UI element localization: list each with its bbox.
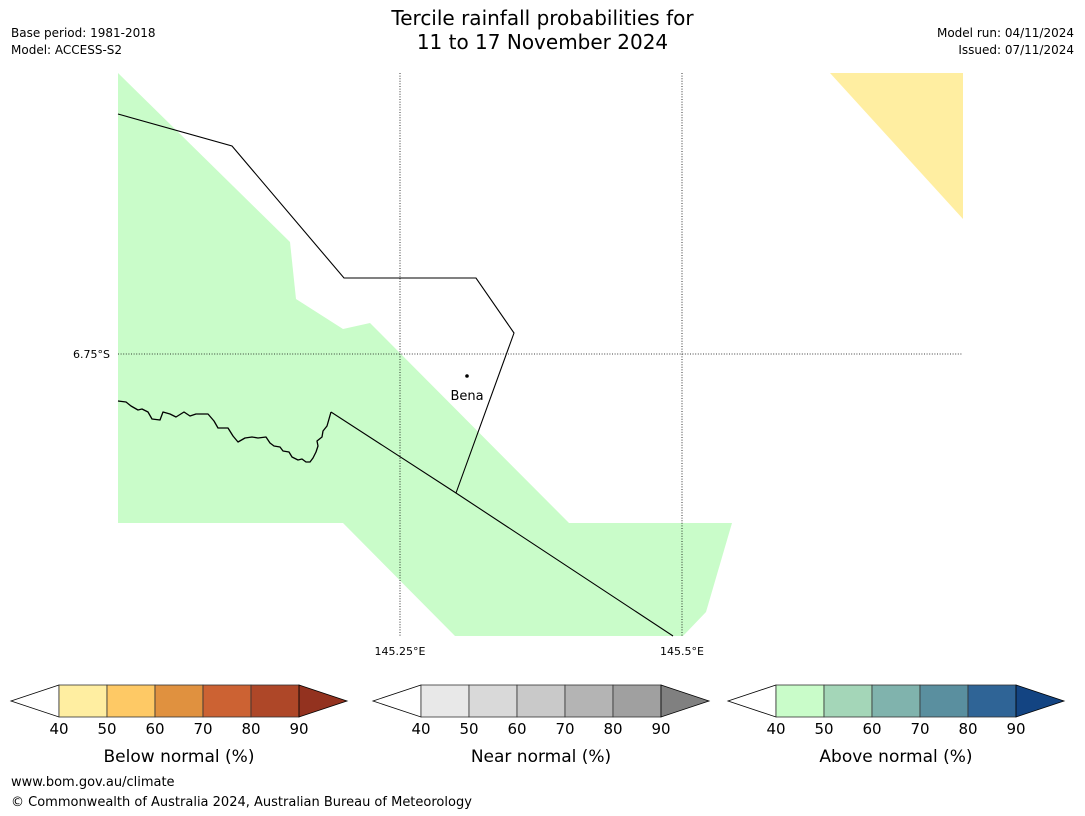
latitude-label: 6.75°S	[73, 348, 110, 361]
footer-copyright: © Commonwealth of Australia 2024, Austra…	[11, 795, 472, 810]
below-segment-4	[250, 684, 300, 718]
below-tick-label: 70	[193, 720, 212, 738]
above-segment-4	[967, 684, 1017, 718]
model-run-text: Model run: 04/11/2024	[936, 26, 1074, 40]
near-tick-label: 60	[507, 720, 526, 738]
near-tick-label: 90	[651, 720, 670, 738]
above-tick-label: 70	[910, 720, 929, 738]
near-tick-label: 70	[555, 720, 574, 738]
below-segment-2	[154, 684, 204, 718]
near-tick-label: 40	[411, 720, 430, 738]
above-tick-label: 50	[814, 720, 833, 738]
issued-text: Issued: 07/11/2024	[958, 43, 1074, 57]
meta-left: Base period: 1981-2018 Model: ACCESS-S2	[11, 25, 156, 59]
meta-right: Model run: 04/11/2024 Issued: 07/11/2024	[937, 25, 1074, 59]
near-segment-0	[420, 684, 470, 718]
longitude-label-145-25: 145.25°E	[375, 645, 426, 658]
near-low-arrow	[371, 684, 422, 718]
above-tick-label: 60	[862, 720, 881, 738]
model-text: Model: ACCESS-S2	[11, 43, 123, 57]
below-normal-region	[830, 73, 963, 219]
below-colorbar-label: Below normal (%)	[104, 747, 255, 767]
above-segment-3	[919, 684, 969, 718]
title-line-1: Tercile rainfall probabilities for	[391, 6, 694, 30]
footer-url: www.bom.gov.au/climate	[11, 775, 175, 790]
bena-label: Bena	[450, 389, 483, 404]
above-tick-label: 40	[766, 720, 785, 738]
near-high-arrow	[660, 684, 711, 718]
near-segment-1	[468, 684, 518, 718]
above-colorbar-label: Above normal (%)	[819, 747, 972, 767]
title-line-2: 11 to 17 November 2024	[416, 30, 669, 54]
bena-marker	[465, 374, 469, 378]
near-segment-4	[612, 684, 662, 718]
map-title: Tercile rainfall probabilities for 11 to…	[0, 6, 1085, 54]
below-tick-label: 80	[241, 720, 260, 738]
above-high-arrow	[1015, 684, 1066, 718]
above-segment-0	[775, 684, 825, 718]
above-segment-2	[871, 684, 921, 718]
longitude-label-145-5: 145.5°E	[660, 645, 704, 658]
below-tick-label: 60	[145, 720, 164, 738]
above-low-arrow	[726, 684, 777, 718]
base-period-text: Base period: 1981-2018	[11, 26, 156, 40]
colorbar-legend: 40 50 60 70 80 90 Below normal (%) 40 50 60 70 80 90…	[9, 684, 1066, 767]
below-low-arrow	[9, 684, 60, 718]
below-tick-label: 90	[289, 720, 308, 738]
above-normal-region	[118, 73, 732, 636]
above-segment-1	[823, 684, 873, 718]
below-high-arrow	[298, 684, 349, 718]
below-segment-0	[58, 684, 108, 718]
below-segment-1	[106, 684, 156, 718]
province-boundary	[117, 113, 515, 494]
below-tick-label: 50	[97, 720, 116, 738]
footer: www.bom.gov.au/climate © Commonwealth of…	[11, 773, 472, 813]
below-segment-3	[202, 684, 252, 718]
near-segment-3	[564, 684, 614, 718]
near-colorbar-label: Near normal (%)	[471, 747, 611, 767]
near-tick-label: 80	[603, 720, 622, 738]
above-tick-label: 90	[1006, 720, 1025, 738]
above-tick-label: 80	[958, 720, 977, 738]
province-boundary-south	[330, 411, 674, 637]
near-tick-label: 50	[459, 720, 478, 738]
below-tick-label: 40	[49, 720, 68, 738]
near-segment-2	[516, 684, 566, 718]
river-line	[117, 400, 332, 463]
